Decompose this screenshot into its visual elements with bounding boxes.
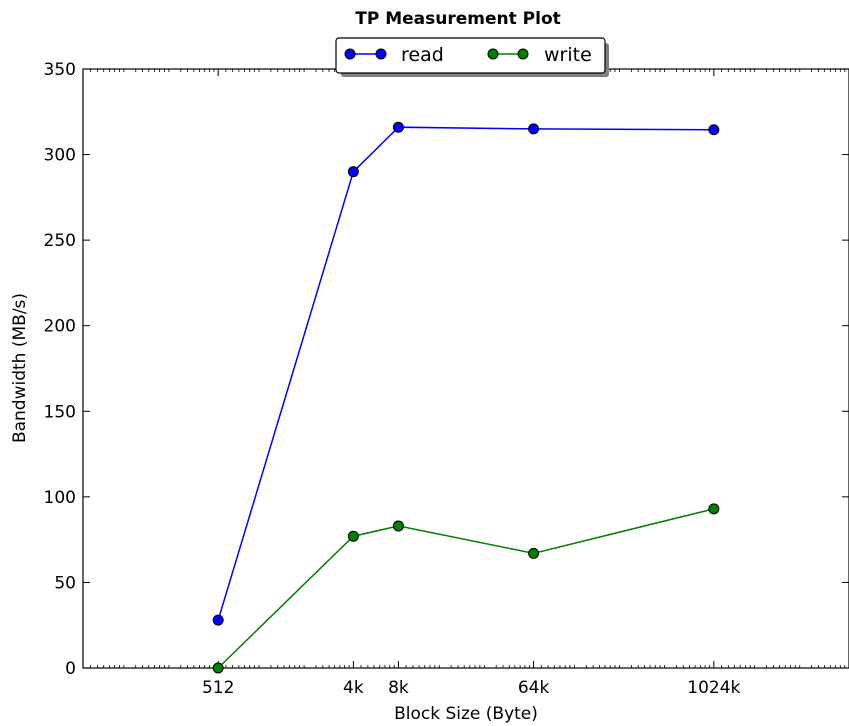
legend-box — [335, 37, 606, 74]
legend-write-marker — [517, 48, 529, 60]
legend-item-write: write — [487, 44, 592, 66]
legend-read-label: read — [401, 44, 444, 66]
x-tick-label: 64k — [518, 678, 550, 698]
data-point-read — [212, 614, 224, 626]
chart-title: TP Measurement Plot — [355, 9, 561, 29]
x-tick-label: 4k — [343, 678, 364, 698]
series-lines — [217, 126, 715, 669]
x-axis-ticks: 512 4k 8k 64k 1024k — [202, 69, 741, 698]
data-point-read — [708, 124, 720, 136]
legend-read-marker — [344, 48, 356, 60]
x-tick-label: 512 — [202, 678, 234, 698]
x-tick-label: 8k — [388, 678, 409, 698]
data-point-read — [347, 166, 359, 178]
y-tick-label: 300 — [44, 146, 76, 166]
legend-item-read: read — [344, 44, 444, 66]
y-tick-label: 150 — [44, 402, 76, 422]
plot-frame — [82, 68, 849, 669]
y-tick-label: 250 — [44, 231, 76, 251]
data-point-write — [392, 520, 404, 532]
series-line-read — [217, 126, 714, 621]
data-point-write — [708, 503, 720, 515]
y-axis-ticks: 0 50 100 150 200 250 300 350 — [44, 60, 849, 679]
data-point-write — [347, 530, 359, 542]
x-axis-label: Block Size (Byte) — [394, 704, 538, 724]
data-point-write — [212, 662, 224, 674]
y-tick-label: 350 — [44, 60, 76, 80]
legend-read-marker — [375, 48, 387, 60]
data-point-read — [392, 121, 404, 133]
series-points — [212, 121, 720, 674]
data-point-write — [528, 547, 540, 559]
y-tick-label: 50 — [54, 573, 76, 593]
minor-ticks — [90, 69, 846, 668]
legend: read write — [335, 37, 609, 77]
series-line-write — [217, 508, 715, 669]
y-axis-label: Bandwidth (MB/s) — [10, 293, 30, 443]
y-tick-label: 200 — [44, 317, 76, 337]
data-point-read — [528, 123, 540, 135]
y-tick-label: 0 — [65, 659, 76, 679]
x-tick-label: 1024k — [687, 678, 740, 698]
legend-write-marker — [487, 48, 499, 60]
legend-write-label: write — [544, 44, 592, 66]
y-tick-label: 100 — [44, 488, 76, 508]
